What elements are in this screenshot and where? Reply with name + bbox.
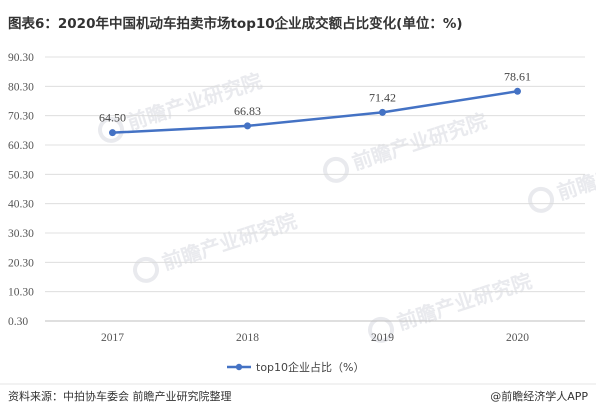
series-layer <box>109 87 521 137</box>
x-axis-tick-labels: 2017 2018 2019 2020 <box>101 332 529 344</box>
legend: top10企业占比（%） <box>227 360 364 374</box>
y-tick-label: 0.30 <box>8 316 28 328</box>
footer-source: 资料来源：中拍协车委会 前瞻产业研究院整理 <box>8 389 232 403</box>
watermark-logo-icon <box>323 156 350 183</box>
data-label: 66.83 <box>234 104 261 118</box>
data-labels: 64.50 66.83 71.42 78.61 <box>99 69 531 124</box>
data-point <box>109 129 116 137</box>
data-label: 64.50 <box>99 111 126 125</box>
y-tick-label: 60.30 <box>8 140 34 152</box>
x-tick-label: 2017 <box>101 332 124 344</box>
data-label: 71.42 <box>369 90 396 104</box>
watermark-logo-icon <box>133 256 160 283</box>
x-tick-label: 2020 <box>506 332 529 344</box>
y-tick-label: 70.30 <box>8 111 34 123</box>
y-tick-label: 30.30 <box>8 228 34 240</box>
data-label: 78.61 <box>504 69 531 83</box>
data-point <box>379 108 386 116</box>
y-tick-label: 20.30 <box>8 257 34 269</box>
legend-label: top10企业占比（%） <box>256 360 364 374</box>
y-tick-label: 10.30 <box>8 287 34 299</box>
data-point <box>514 87 521 95</box>
footer-brand: @前瞻经济学人APP <box>490 389 588 403</box>
data-point <box>244 122 251 130</box>
watermark-logo-icon <box>98 116 125 143</box>
watermark-logo-icon <box>528 186 555 213</box>
gridlines <box>45 56 585 322</box>
y-tick-label: 40.30 <box>8 199 34 211</box>
y-tick-label: 80.30 <box>8 81 34 93</box>
y-tick-label: 50.30 <box>8 169 34 181</box>
x-tick-label: 2018 <box>236 332 259 344</box>
x-tick-label: 2019 <box>371 332 394 344</box>
y-tick-label: 90.30 <box>8 52 34 64</box>
watermark-logo-icon <box>368 316 395 343</box>
series-line <box>111 90 519 134</box>
y-axis-tick-labels: 0.30 10.30 20.30 30.30 40.30 50.30 60.30 70.30 8… <box>8 52 34 328</box>
legend-dot-marker <box>235 363 243 371</box>
chart-title: 图表6：2020年中国机动车拍卖市场top10企业成交额占比变化(单位：%) <box>8 15 463 32</box>
